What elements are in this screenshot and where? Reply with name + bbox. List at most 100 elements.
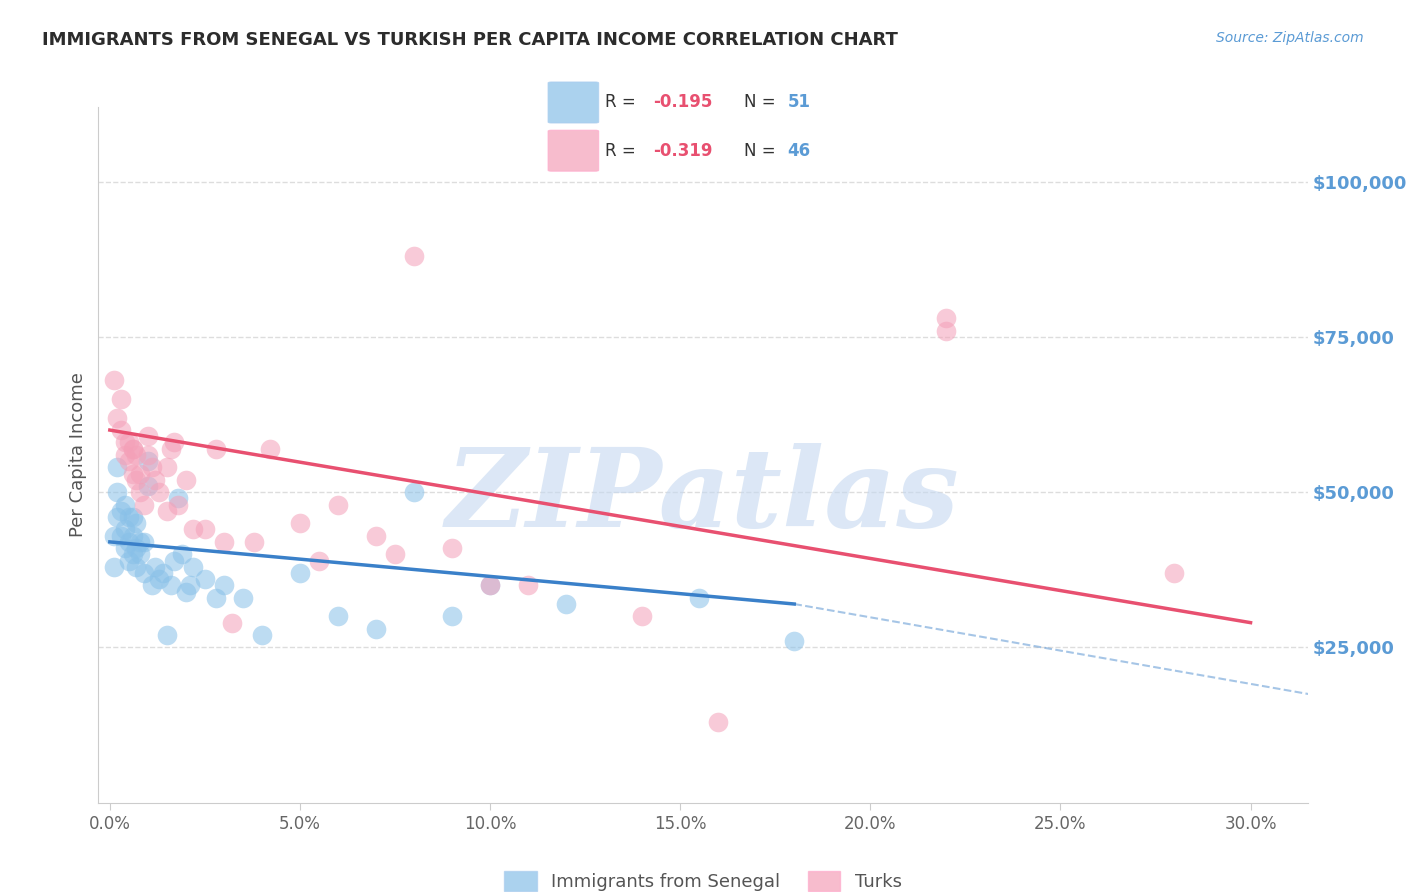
Point xyxy=(364,529,387,543)
Text: Source: ZipAtlas.com: Source: ZipAtlas.com xyxy=(1216,31,1364,45)
Point xyxy=(250,628,273,642)
Point xyxy=(121,467,143,481)
Text: IMMIGRANTS FROM SENEGAL VS TURKISH PER CAPITA INCOME CORRELATION CHART: IMMIGRANTS FROM SENEGAL VS TURKISH PER C… xyxy=(42,31,898,49)
FancyBboxPatch shape xyxy=(538,75,882,179)
Point xyxy=(156,504,179,518)
Point xyxy=(326,498,349,512)
Point xyxy=(163,435,186,450)
Point xyxy=(136,429,159,443)
Point xyxy=(107,410,129,425)
Point xyxy=(259,442,281,456)
Point xyxy=(118,454,141,468)
Point xyxy=(110,423,132,437)
Point xyxy=(156,628,179,642)
Text: N =: N = xyxy=(744,94,775,112)
Point xyxy=(441,541,464,555)
Point xyxy=(121,547,143,561)
Point xyxy=(110,504,132,518)
Point xyxy=(110,529,132,543)
Point xyxy=(121,510,143,524)
Point xyxy=(517,578,540,592)
Point xyxy=(212,578,235,592)
Point xyxy=(107,460,129,475)
Point xyxy=(114,523,136,537)
Point xyxy=(145,559,167,574)
Point xyxy=(156,460,179,475)
Point xyxy=(129,534,152,549)
Point xyxy=(145,473,167,487)
Point xyxy=(132,534,155,549)
Point xyxy=(121,442,143,456)
Point xyxy=(479,578,502,592)
Point xyxy=(114,448,136,462)
Point xyxy=(125,559,148,574)
Text: N =: N = xyxy=(744,142,775,160)
Point xyxy=(114,498,136,512)
Point xyxy=(308,553,330,567)
FancyBboxPatch shape xyxy=(548,130,599,171)
Point xyxy=(125,541,148,555)
Point xyxy=(243,534,266,549)
Point xyxy=(555,597,578,611)
Text: 51: 51 xyxy=(787,94,811,112)
Point xyxy=(167,491,190,506)
Point xyxy=(118,553,141,567)
Point xyxy=(103,529,125,543)
Point xyxy=(167,498,190,512)
Point xyxy=(174,473,197,487)
Text: 46: 46 xyxy=(787,142,811,160)
Text: ZIPatlas: ZIPatlas xyxy=(446,443,960,550)
Point xyxy=(152,566,174,580)
Point xyxy=(141,460,163,475)
Point xyxy=(129,485,152,500)
Point xyxy=(136,448,159,462)
Point xyxy=(935,311,957,326)
Point xyxy=(707,714,730,729)
Point xyxy=(125,448,148,462)
Text: R =: R = xyxy=(606,142,636,160)
Point xyxy=(148,485,170,500)
Point xyxy=(364,622,387,636)
Point xyxy=(232,591,254,605)
Point xyxy=(288,566,311,580)
Text: R =: R = xyxy=(606,94,636,112)
Point xyxy=(288,516,311,531)
Point xyxy=(129,467,152,481)
Point xyxy=(402,249,425,263)
Point xyxy=(132,566,155,580)
Point xyxy=(183,523,205,537)
Point xyxy=(114,541,136,555)
Point xyxy=(194,523,217,537)
Point xyxy=(107,510,129,524)
Point xyxy=(125,473,148,487)
Point xyxy=(125,516,148,531)
Point xyxy=(141,578,163,592)
Point xyxy=(1163,566,1185,580)
Point xyxy=(221,615,243,630)
Point xyxy=(205,591,228,605)
Point xyxy=(148,572,170,586)
Legend: Immigrants from Senegal, Turks: Immigrants from Senegal, Turks xyxy=(498,863,908,892)
Point xyxy=(159,442,181,456)
Point xyxy=(170,547,193,561)
Point xyxy=(118,435,141,450)
Point xyxy=(174,584,197,599)
Point xyxy=(631,609,654,624)
Point xyxy=(118,534,141,549)
Point xyxy=(194,572,217,586)
Point xyxy=(103,559,125,574)
Point xyxy=(326,609,349,624)
Point xyxy=(935,324,957,338)
Point xyxy=(114,435,136,450)
Y-axis label: Per Capita Income: Per Capita Income xyxy=(69,373,87,537)
FancyBboxPatch shape xyxy=(548,82,599,123)
Point xyxy=(107,485,129,500)
Point xyxy=(205,442,228,456)
Point xyxy=(129,547,152,561)
Text: -0.195: -0.195 xyxy=(652,94,711,112)
Point xyxy=(121,529,143,543)
Point xyxy=(212,534,235,549)
Point xyxy=(783,634,806,648)
Point xyxy=(159,578,181,592)
Point xyxy=(688,591,710,605)
